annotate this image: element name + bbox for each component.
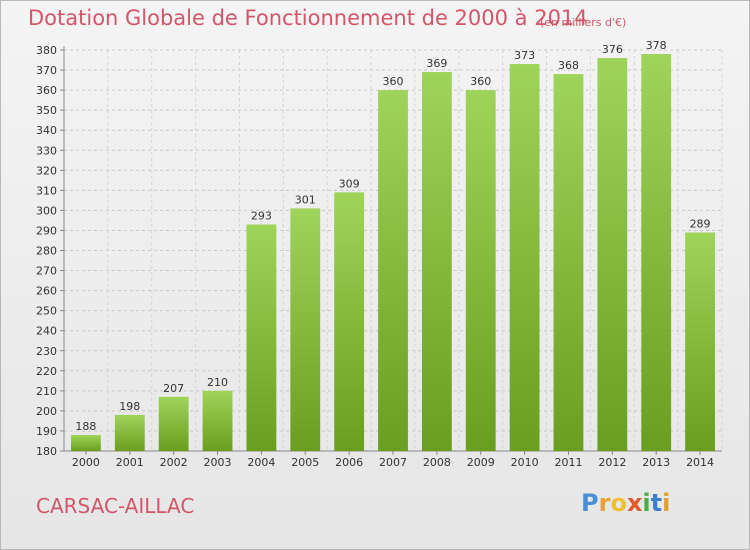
data-label: 188 [75, 420, 96, 433]
bar-2005 [290, 208, 321, 451]
bar-2012 [597, 58, 628, 452]
x-tick-label: 2012 [598, 456, 626, 469]
y-tick-label: 230 [36, 345, 57, 358]
data-label: 360 [383, 75, 404, 88]
data-label: 368 [558, 59, 579, 72]
logo-letter: i [642, 489, 651, 517]
logo-letter: i [662, 489, 671, 517]
x-tick-label: 2009 [467, 456, 495, 469]
logo-letter: r [598, 489, 611, 517]
data-label: 207 [163, 382, 184, 395]
data-label: 376 [602, 43, 623, 56]
y-tick-label: 330 [36, 144, 57, 157]
x-tick-label: 2000 [72, 456, 100, 469]
y-tick-label: 310 [36, 184, 57, 197]
bar-2014 [685, 232, 715, 451]
logo-letter: o [610, 489, 627, 517]
data-label: 301 [295, 193, 316, 206]
x-tick-label: 2010 [511, 456, 539, 469]
bar-2006 [334, 192, 365, 452]
bar-2003 [202, 390, 233, 451]
y-tick-label: 240 [36, 325, 57, 338]
y-tick-label: 300 [36, 204, 57, 217]
y-tick-label: 320 [36, 164, 57, 177]
y-tick-label: 210 [36, 385, 57, 398]
commune-name: CARSAC-AILLAC [36, 494, 195, 518]
data-label: 369 [426, 57, 447, 70]
bar-2004 [246, 224, 277, 451]
data-label: 198 [119, 400, 140, 413]
data-label: 309 [339, 177, 360, 190]
y-tick-label: 200 [36, 405, 57, 418]
y-tick-label: 250 [36, 305, 57, 318]
bar-2002 [158, 396, 189, 451]
y-tick-label: 180 [36, 445, 57, 458]
data-label: 210 [207, 376, 228, 389]
logo-letter: t [650, 489, 663, 517]
bar-2011 [553, 74, 584, 451]
data-label: 378 [646, 39, 667, 52]
y-tick-label: 270 [36, 265, 57, 278]
y-tick-label: 350 [36, 104, 57, 117]
data-label: 360 [470, 75, 491, 88]
x-tick-label: 2003 [204, 456, 232, 469]
y-tick-label: 190 [36, 425, 57, 438]
y-tick-label: 220 [36, 365, 57, 378]
x-tick-label: 2001 [116, 456, 144, 469]
y-tick-label: 370 [36, 64, 57, 77]
bar-2001 [114, 414, 145, 451]
logo-letter: x [626, 489, 643, 517]
bar-2010 [509, 64, 540, 451]
y-tick-label: 380 [36, 44, 57, 57]
bar-2008 [421, 72, 452, 452]
x-tick-label: 2011 [554, 456, 582, 469]
y-tick-label: 340 [36, 124, 57, 137]
proxiti-logo: Proxiti [581, 489, 670, 517]
y-axis-ticks: 180 190 200 210 220 230 240 250 260 270 280 290 300 3… [36, 44, 57, 458]
x-tick-label: 2013 [642, 456, 670, 469]
bar-2009 [465, 90, 496, 451]
x-tick-label: 2005 [291, 456, 319, 469]
y-tick-label: 360 [36, 84, 57, 97]
x-tick-label: 2008 [423, 456, 451, 469]
bar-2000 [71, 434, 101, 451]
x-tick-label: 2004 [247, 456, 275, 469]
x-tick-label: 2014 [686, 456, 714, 469]
data-label: 293 [251, 209, 272, 222]
y-tick-label: 290 [36, 224, 57, 237]
x-tick-label: 2002 [160, 456, 188, 469]
data-labels: 188 198 207 210 293 301 309 360 369 360 373 368 376 3… [75, 39, 710, 433]
data-label: 373 [514, 49, 535, 62]
logo-letter: P [581, 489, 599, 517]
y-tick-label: 280 [36, 245, 57, 258]
bar-2013 [641, 54, 672, 451]
bars [71, 54, 715, 452]
data-label: 289 [690, 217, 711, 230]
x-tick-label: 2007 [379, 456, 407, 469]
x-axis-ticks: 2000 2001 2002 2003 2004 2005 2006 2007 2008 2009… [72, 456, 714, 469]
chart-title: Dotation Globale de Fonctionnement de 20… [28, 6, 588, 30]
y-tick-label: 260 [36, 285, 57, 298]
x-tick-label: 2006 [335, 456, 363, 469]
chart-subtitle: (en milliers d'€) [540, 16, 627, 29]
bar-2007 [378, 90, 408, 451]
